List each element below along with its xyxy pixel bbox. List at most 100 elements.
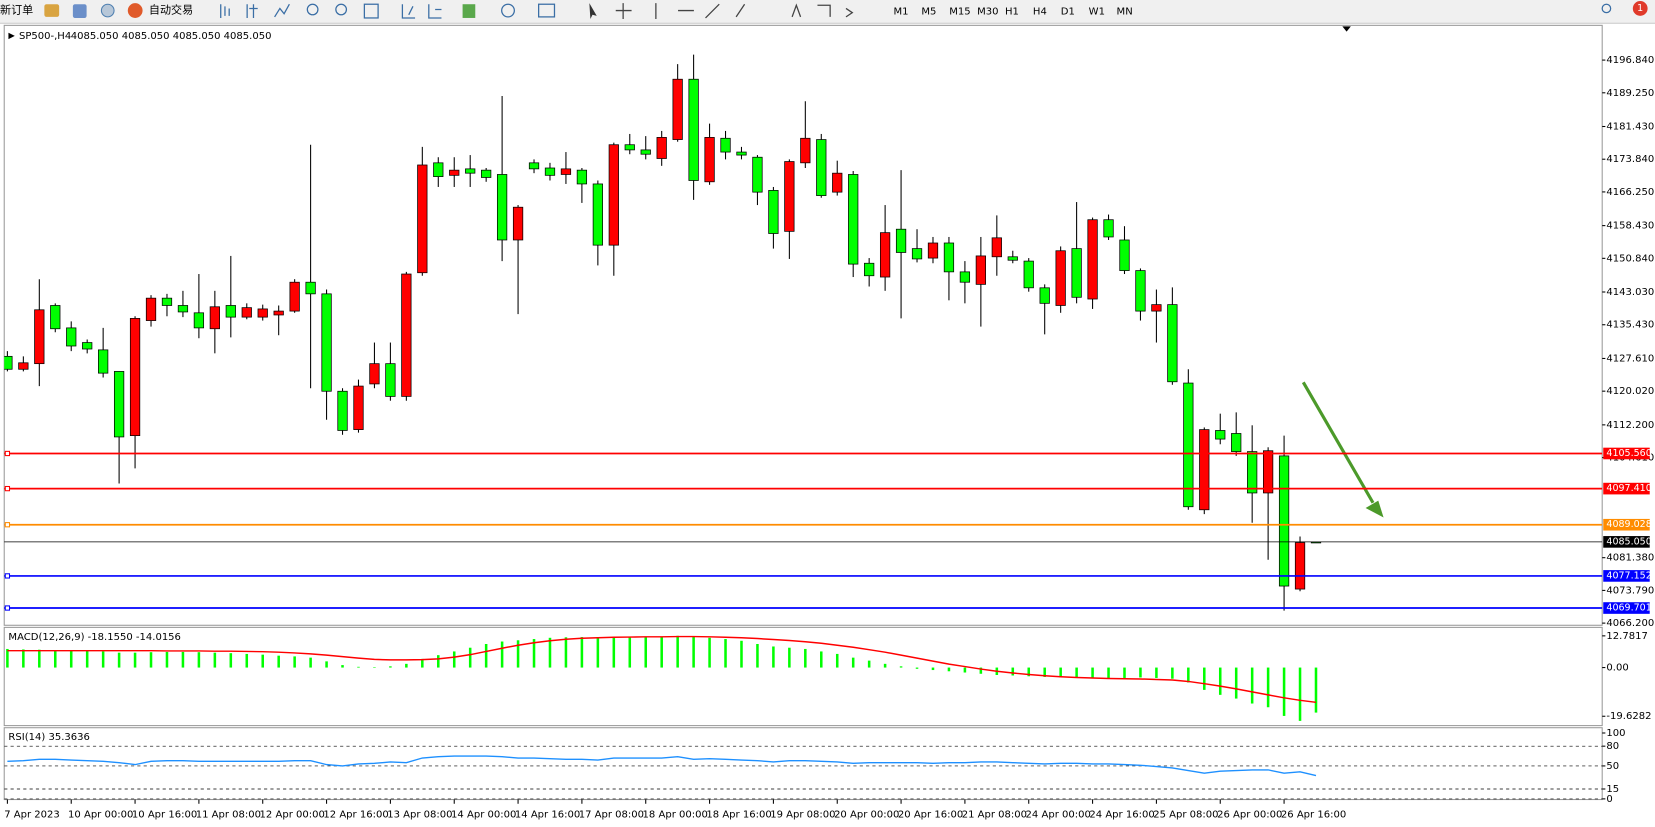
x-tick-label: 12 Apr 16:00 xyxy=(323,809,388,820)
icon[interactable] xyxy=(274,3,290,18)
candle-body xyxy=(289,281,300,312)
y-tick-label: 4150.840 xyxy=(1606,253,1654,264)
macd-bar xyxy=(692,636,695,668)
level-label-bg xyxy=(1603,536,1650,548)
candle-body xyxy=(895,228,907,253)
candle-body xyxy=(1215,430,1226,440)
macd-title: MACD(12,26,9) -18.1550 -14.0156 xyxy=(8,632,180,643)
y-tick-label: 12.7817 xyxy=(1606,631,1647,642)
y-tick-label: 4173.840 xyxy=(1606,154,1654,165)
level-anchor xyxy=(4,450,11,457)
toolbar-icons xyxy=(220,3,1612,20)
chart-title: SP500-,H4 xyxy=(19,31,71,42)
macd-bar xyxy=(1234,667,1238,699)
timeframe-label[interactable]: M15 xyxy=(949,7,970,18)
macd-bar xyxy=(213,652,217,668)
macd-bar xyxy=(165,651,169,668)
icon[interactable] xyxy=(428,4,442,19)
timeframe-label[interactable]: M5 xyxy=(921,7,936,18)
level-label-bg xyxy=(1603,482,1650,495)
timeframe-label[interactable]: W1 xyxy=(1089,7,1105,18)
x-tick-label: 24 Apr 00:00 xyxy=(1026,809,1091,820)
macd-bar xyxy=(851,657,855,668)
x-tick-label: 19 Apr 08:00 xyxy=(770,809,835,820)
icon[interactable] xyxy=(363,3,379,19)
candle-body xyxy=(848,174,859,265)
x-tick-label: 25 Apr 08:00 xyxy=(1153,809,1218,820)
x-tick-label: 21 Apr 08:00 xyxy=(962,809,1027,820)
candle-body xyxy=(1262,450,1274,494)
y-tick-label: 0 xyxy=(1606,794,1612,805)
candle-body xyxy=(401,273,412,397)
macd-bar xyxy=(804,648,807,668)
icon[interactable] xyxy=(72,4,87,18)
candle-body xyxy=(1247,451,1258,494)
icon[interactable] xyxy=(44,4,60,17)
candle-body xyxy=(145,297,157,321)
auto-trade-button[interactable]: 自动交易 xyxy=(149,3,193,17)
icon[interactable] xyxy=(220,4,230,18)
candle-body xyxy=(608,144,619,246)
icon[interactable] xyxy=(246,4,258,18)
candle-body xyxy=(720,137,731,153)
candle-body xyxy=(113,371,125,438)
timeframe-label[interactable]: M1 xyxy=(894,7,909,18)
macd-bar xyxy=(1107,667,1110,679)
macd-bar xyxy=(325,661,328,668)
arrow-shaft xyxy=(1301,381,1375,504)
macd-bar xyxy=(548,637,552,668)
macd-bar xyxy=(1091,667,1094,679)
timeframe-label[interactable]: H1 xyxy=(1005,7,1019,18)
level-label: 4089.028 xyxy=(1606,519,1651,530)
candle-body xyxy=(18,362,29,370)
level-label-bg xyxy=(1603,447,1650,460)
level-anchor xyxy=(4,522,11,528)
candle-body xyxy=(225,305,236,318)
icon[interactable] xyxy=(501,3,515,18)
macd-bar xyxy=(85,650,89,668)
candle-body xyxy=(752,156,763,193)
x-tick-label: 7 Apr 2023 xyxy=(4,809,60,820)
icon[interactable] xyxy=(462,4,476,18)
y-tick-label: 4112.200 xyxy=(1606,420,1654,431)
notification-badge[interactable] xyxy=(1632,1,1648,16)
candle-body xyxy=(1023,260,1034,289)
timeframe-label[interactable]: H4 xyxy=(1033,7,1047,18)
candle-body xyxy=(337,390,348,431)
candle-body xyxy=(321,293,332,392)
candle-body xyxy=(1294,542,1306,590)
timeframe-label[interactable]: D1 xyxy=(1061,7,1075,18)
x-tick-label: 12 Apr 00:00 xyxy=(260,809,325,820)
icon[interactable] xyxy=(100,3,115,18)
new-order-button[interactable]: 新订单 xyxy=(0,3,33,17)
macd-bar xyxy=(564,637,568,668)
auto-trade-icon[interactable] xyxy=(127,3,143,18)
candle-body xyxy=(784,161,795,232)
timeframe-label[interactable]: M30 xyxy=(977,7,998,18)
icon[interactable] xyxy=(335,3,348,16)
icon[interactable] xyxy=(615,3,854,20)
y-tick-label: 4081.380 xyxy=(1606,553,1654,564)
candle-body xyxy=(66,327,77,347)
y-tick-label: 4158.430 xyxy=(1606,221,1654,232)
y-tick-label: 4066.200 xyxy=(1606,618,1654,629)
search-icon[interactable] xyxy=(1601,3,1612,14)
icon[interactable] xyxy=(538,3,556,18)
macd-bar xyxy=(516,640,520,668)
macd-bar xyxy=(293,656,296,668)
candle-body xyxy=(417,164,428,274)
candle-body xyxy=(879,232,891,278)
icon[interactable] xyxy=(589,3,597,20)
candle-body xyxy=(98,349,109,374)
macd-bar xyxy=(1075,667,1078,678)
timeframe-label[interactable]: MN xyxy=(1117,7,1133,18)
level-anchor xyxy=(4,485,11,492)
icon[interactable] xyxy=(401,4,416,19)
candle-body xyxy=(816,139,827,196)
x-tick-label: 14 Apr 16:00 xyxy=(515,809,580,820)
signal-line xyxy=(7,635,1317,704)
icon[interactable] xyxy=(306,3,319,16)
candle-body xyxy=(305,281,316,295)
y-tick-label: 4127.610 xyxy=(1606,353,1654,364)
